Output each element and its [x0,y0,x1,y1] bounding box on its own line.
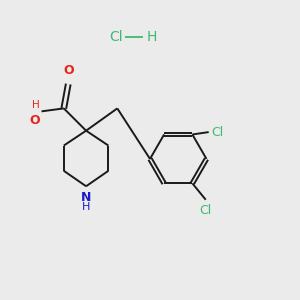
Text: Cl: Cl [211,126,223,139]
Text: Cl: Cl [110,30,123,44]
Text: O: O [64,64,74,77]
Text: N: N [81,191,91,204]
Text: H: H [147,30,158,44]
Text: O: O [29,114,40,127]
Text: H: H [32,100,40,110]
Text: H: H [82,202,90,212]
Text: Cl: Cl [200,204,212,217]
